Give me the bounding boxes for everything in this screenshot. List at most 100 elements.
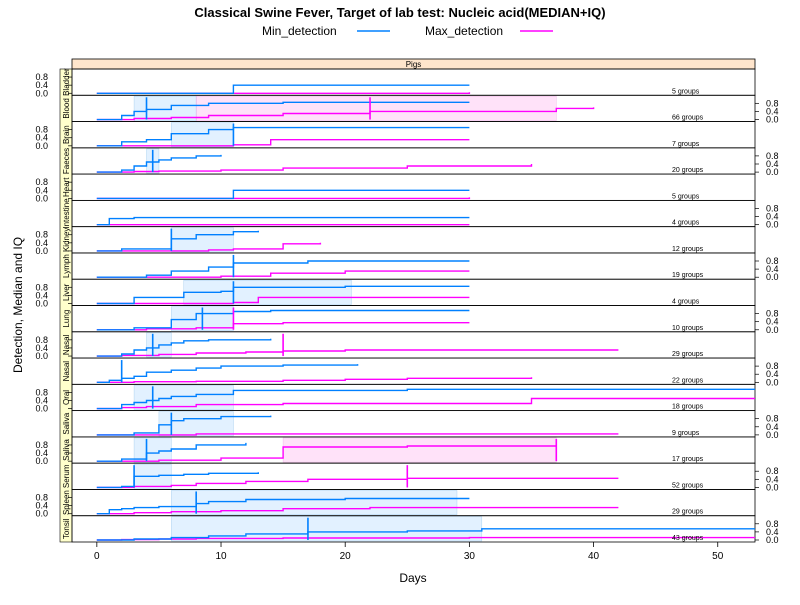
panel-frame [71, 199, 756, 228]
panel-3: 17 groups Saliva 0.00.40.8 [35, 436, 756, 466]
y-tick-label: 0.4 [766, 159, 779, 169]
panel-10: 19 groups Lymph 0.00.40.8 [62, 252, 779, 282]
panel-1: 29 groups Spleen 0.00.40.8 [35, 489, 756, 519]
min-detection-line [96, 230, 259, 252]
x-axis-label: Days [399, 571, 426, 585]
panel-2: 52 groups Serum 0.00.40.8 [62, 462, 779, 492]
y-tick-label: 0.4 [766, 422, 779, 432]
y-tick-label: 0.0 [35, 509, 48, 519]
min-detection-line [96, 101, 470, 121]
y-tick-label: 0.0 [35, 141, 48, 151]
y-tick-label: 0.0 [766, 167, 779, 177]
y-tick-label: 0.8 [35, 177, 48, 187]
min-detection-line [96, 364, 359, 383]
y-tick-label: 0.0 [766, 325, 779, 335]
groups-count: 4 groups [672, 299, 700, 306]
panel-label: Oral [62, 390, 71, 405]
y-tick-label: 0.4 [35, 290, 48, 300]
y-tick-label: 0.8 [766, 151, 779, 161]
panel-14: 20 groups Faeces 0.00.40.8 [62, 147, 779, 177]
groups-count: 52 groups [672, 482, 704, 489]
min-detection-line [96, 126, 470, 147]
max-detection-line [96, 139, 470, 147]
y-tick-label: 0.4 [35, 238, 48, 248]
panel-11: 12 groups Kidney 0.00.40.8 [35, 226, 756, 256]
panel-label: Brain [62, 125, 71, 144]
groups-count: 9 groups [672, 430, 700, 437]
y-tick-label: 0.0 [766, 220, 779, 230]
min-detection-line [96, 388, 755, 410]
y-tick-label: 0.0 [35, 88, 48, 98]
y-tick-label: 0.0 [766, 377, 779, 387]
x-axis: 0 10 20 30 40 50 [94, 542, 724, 562]
max-detection-line [96, 377, 533, 383]
y-tick-label: 0.8 [766, 361, 779, 371]
min-detection-line [96, 338, 272, 357]
panel-frame [71, 147, 756, 175]
y-tick-label: 0.8 [35, 440, 48, 450]
panel-13: 5 groups Heart 0.00.40.8 [35, 173, 756, 203]
legend: Min_detection Max_detection [262, 24, 553, 38]
legend-max-detection-label: Max_detection [425, 24, 503, 38]
min-detection-line [96, 285, 470, 305]
x-tick-label: 0 [94, 551, 100, 562]
y-tick-label: 0.4 [766, 369, 779, 379]
groups-count: 5 groups [672, 193, 700, 200]
panel-6: 22 groups Nasal 0.00.40.8 [62, 357, 779, 387]
max-detection-line [96, 433, 619, 436]
y-tick-label: 0.8 [766, 309, 779, 319]
panel-12: 4 groups Intestine 0.00.40.8 [62, 198, 779, 230]
panel-16: 66 groups Blood 0.00.40.8 [62, 94, 779, 125]
y-tick-label: 0.4 [35, 133, 48, 143]
panel-frame [71, 252, 756, 280]
min-detection-line [96, 216, 470, 226]
y-tick-label: 0.8 [766, 519, 779, 529]
y-tick-label: 0.0 [35, 456, 48, 466]
panel-label: Faeces [62, 148, 71, 174]
y-tick-label: 0.0 [766, 272, 779, 282]
max-detection-line [96, 349, 619, 357]
min-iq-band [171, 227, 234, 253]
min-iq-band [171, 490, 458, 515]
panel-label: Liver [62, 283, 71, 301]
y-tick-label: 0.8 [766, 466, 779, 476]
panel-frame [71, 278, 756, 306]
panel-frame [71, 173, 756, 201]
min-detection-line [96, 84, 470, 94]
chart-title: Classical Swine Fever, Target of lab tes… [194, 5, 605, 20]
y-tick-label: 0.4 [35, 80, 48, 90]
y-tick-label: 0.4 [35, 185, 48, 195]
x-tick-label: 30 [464, 551, 476, 562]
max-iq-band [282, 437, 557, 463]
groups-count: 17 groups [672, 456, 704, 463]
legend-min-detection-label: Min_detection [262, 24, 337, 38]
groups-count: 22 groups [672, 377, 704, 384]
max-detection-line [96, 506, 619, 515]
panel-label: Lymph [62, 254, 71, 278]
y-tick-label: 0.8 [766, 256, 779, 266]
groups-count: 12 groups [672, 246, 704, 253]
y-tick-label: 0.0 [766, 482, 779, 492]
groups-count: 43 groups [672, 535, 704, 542]
panel-label: Kidney [62, 228, 71, 252]
panel-frame [71, 68, 756, 96]
y-tick-label: 0.4 [35, 396, 48, 406]
panel-label: Heart [62, 177, 71, 197]
panel-label: Serum [62, 464, 71, 488]
y-tick-label: 0.4 [766, 527, 779, 537]
y-tick-label: 0.4 [35, 343, 48, 353]
y-tick-label: 0.8 [35, 72, 48, 82]
x-tick-label: 10 [215, 551, 227, 562]
groups-count: 7 groups [672, 141, 700, 148]
panel-label: Intestine [62, 198, 71, 229]
y-tick-label: 0.4 [766, 106, 779, 116]
groups-count: 29 groups [672, 351, 704, 358]
panel-frame [71, 357, 756, 385]
y-tick-label: 0.8 [766, 414, 779, 424]
panel-7: 29 groups Nasal 0.00.40.8 [35, 331, 756, 361]
y-tick-label: 0.0 [766, 535, 779, 545]
panel-15: 7 groups Brain 0.00.40.8 [35, 121, 756, 151]
y-axis-label: Detection, Median and IQ [11, 237, 25, 373]
y-tick-label: 0.4 [766, 474, 779, 484]
